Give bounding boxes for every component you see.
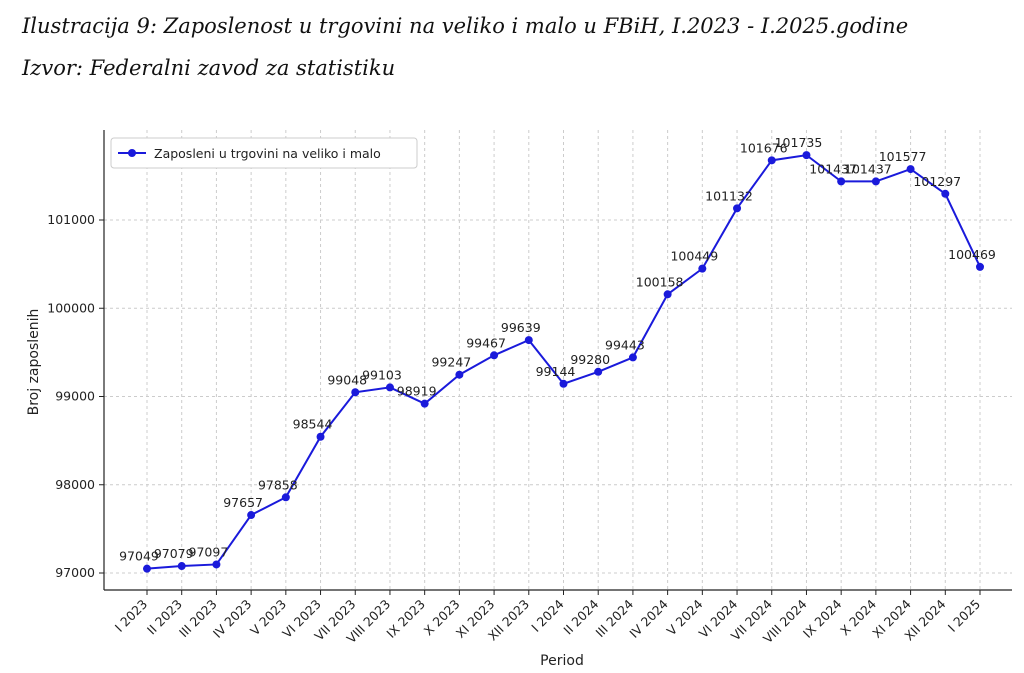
data-label: 100449: [670, 249, 718, 264]
data-point: [420, 399, 429, 408]
data-label: 99467: [466, 335, 506, 350]
y-tick-label: 97000: [55, 565, 95, 580]
data-point: [698, 264, 707, 273]
data-label: 97049: [119, 549, 159, 564]
data-point: [281, 493, 290, 502]
y-tick-label: 98000: [55, 477, 95, 492]
x-tick-label: IX 2024: [800, 596, 845, 641]
y-tick-labels: 97000 98000 99000 100000 101000: [47, 212, 95, 580]
x-tick-label: I 2024: [528, 596, 567, 635]
data-point: [177, 562, 186, 571]
y-tick-label: 99000: [55, 389, 95, 404]
legend-label: Zaposleni u trgovini na veliko i malo: [154, 146, 381, 161]
x-tick-label: I 2025: [945, 596, 984, 635]
data-label: 101437: [844, 161, 892, 176]
data-label: 99280: [570, 352, 610, 367]
data-label: 99443: [605, 337, 645, 352]
x-tick-label: I 2023: [112, 596, 151, 635]
figure-source: Izvor: Federalni zavod za statistiku: [22, 56, 396, 80]
data-point: [663, 290, 672, 299]
data-point: [316, 432, 325, 441]
legend-marker: [128, 149, 136, 157]
data-point: [212, 560, 221, 569]
data-label: 98544: [293, 417, 333, 432]
data-point: [976, 262, 984, 271]
data-label: 99247: [431, 355, 471, 370]
data-point: [594, 367, 603, 376]
data-point: [941, 189, 950, 198]
data-label: 101676: [740, 140, 788, 155]
data-label: 100158: [636, 274, 684, 289]
x-tick-label: IV 2023: [210, 596, 255, 641]
data-label: 100469: [948, 247, 996, 262]
data-label: 101577: [879, 149, 927, 164]
data-point: [802, 151, 811, 160]
figure-caption: Ilustracija 9: Zaposlenost u trgovini na…: [22, 14, 909, 38]
legend-box: [110, 137, 418, 169]
data-label: 99103: [362, 367, 402, 382]
data-point: [351, 388, 360, 397]
data-label: 101735: [775, 135, 823, 150]
data-points: [143, 151, 984, 573]
x-tick-label: IV 2024: [626, 596, 671, 641]
y-tick-label: 100000: [47, 300, 95, 315]
data-label: 97657: [223, 495, 263, 510]
data-label: 98919: [397, 384, 437, 399]
series-line: [146, 154, 981, 570]
data-point: [871, 177, 880, 186]
data-point: [906, 165, 915, 174]
data-label: 97858: [258, 477, 298, 492]
y-tick-label: 101000: [47, 212, 95, 227]
x-tick-label: IX 2023: [383, 596, 428, 641]
data-point: [628, 353, 637, 362]
data-point: [455, 370, 464, 379]
data-point: [837, 177, 846, 186]
data-label: 101132: [705, 188, 753, 203]
data-label: 97079: [154, 546, 194, 561]
data-point: [247, 511, 256, 520]
data-point: [733, 204, 742, 213]
data-point: [143, 564, 151, 573]
data-label: 99048: [327, 372, 367, 387]
legend: Zaposleni u trgovini na veliko i malo: [110, 137, 418, 169]
series-polyline: [146, 154, 981, 570]
data-point: [559, 379, 568, 388]
data-label: 99144: [536, 364, 576, 379]
data-point: [524, 336, 533, 345]
data-point: [767, 156, 776, 165]
data-label: 101297: [913, 174, 961, 189]
data-label: 101437: [809, 161, 857, 176]
grid-lines: [104, 130, 1012, 590]
data-label: 97097: [189, 544, 229, 559]
data-point: [385, 383, 394, 392]
data-label: 99639: [501, 320, 541, 335]
axes: [99, 130, 1012, 595]
x-axis-label: Period: [540, 653, 584, 669]
data-point: [490, 351, 499, 360]
y-axis-label: Broj zaposlenih: [26, 309, 42, 416]
